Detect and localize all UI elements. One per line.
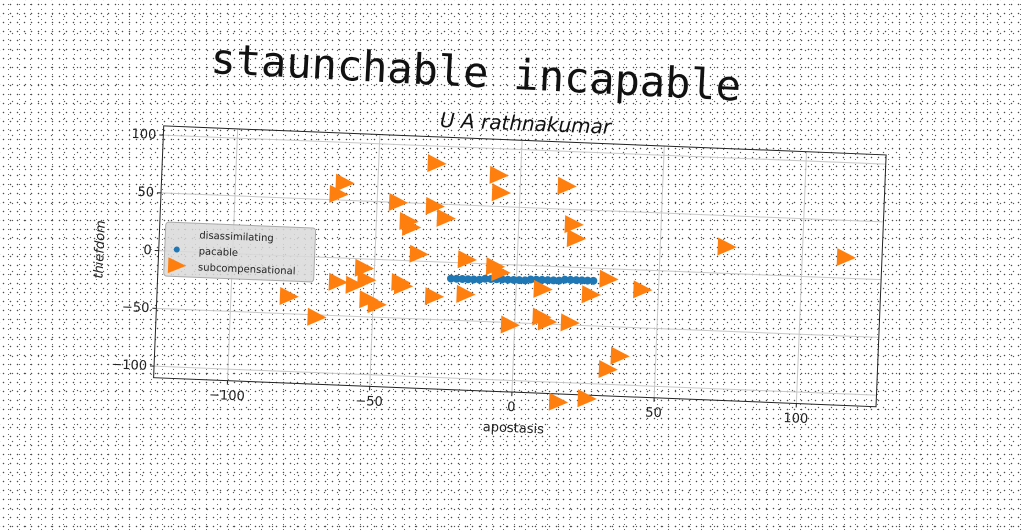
subcompensational-point bbox=[717, 237, 737, 256]
subcompensational-point bbox=[561, 313, 581, 332]
y-tick-label: 100 bbox=[131, 127, 156, 143]
subcompensational-point bbox=[567, 229, 587, 248]
subcompensational-point bbox=[389, 193, 409, 212]
subcompensational-point bbox=[599, 360, 619, 379]
y-tick-label: −100 bbox=[111, 357, 147, 373]
subcompensational-point bbox=[437, 209, 457, 228]
subcompensational-point bbox=[425, 287, 445, 306]
y-grid-line bbox=[161, 193, 883, 222]
subcompensational-point bbox=[501, 316, 521, 335]
subcompensational-point bbox=[490, 166, 510, 185]
x-grid-line bbox=[370, 135, 380, 387]
x-tick-label: −50 bbox=[355, 394, 383, 410]
subcompensational-point bbox=[557, 177, 577, 196]
subcompensational-point bbox=[577, 389, 597, 408]
subcompensational-point bbox=[549, 393, 569, 412]
x-tick-label: −100 bbox=[209, 388, 245, 404]
subcompensational-point bbox=[427, 154, 447, 173]
x-grid-line bbox=[512, 140, 522, 392]
legend-label: pacable bbox=[198, 246, 238, 259]
x-tick-label: 100 bbox=[783, 411, 808, 427]
x-grid-line bbox=[654, 146, 664, 398]
x-axis-label: apostasis bbox=[482, 420, 544, 437]
subcompensational-point bbox=[368, 295, 388, 314]
subcompensational-point bbox=[633, 280, 653, 299]
subcompensational-point bbox=[456, 285, 476, 304]
y-grid-line bbox=[154, 366, 876, 395]
data-points bbox=[276, 148, 860, 422]
y-grid-line bbox=[163, 135, 885, 164]
subcompensational-point bbox=[599, 270, 619, 289]
subcompensational-point bbox=[492, 183, 512, 202]
y-grid-line bbox=[156, 308, 878, 337]
y-tick-label: 50 bbox=[137, 185, 154, 201]
subcompensational-point bbox=[538, 312, 558, 331]
subcompensational-point bbox=[458, 250, 478, 269]
subcompensational-point bbox=[610, 347, 630, 366]
subcompensational-point bbox=[280, 287, 300, 306]
y-axis-label: thiefdom bbox=[92, 220, 109, 279]
subcompensational-point bbox=[329, 273, 349, 292]
x-grid-line bbox=[796, 152, 806, 404]
chart-title: U A rathnakumar bbox=[440, 108, 614, 139]
x-tick-label: 0 bbox=[507, 400, 516, 415]
y-tick-label: 0 bbox=[143, 243, 152, 258]
subcompensational-point bbox=[582, 285, 602, 304]
y-tick-label: −50 bbox=[122, 300, 150, 316]
subcompensational-point bbox=[837, 248, 857, 267]
subcompensational-point bbox=[307, 308, 327, 327]
x-tick-label: 50 bbox=[645, 405, 662, 421]
